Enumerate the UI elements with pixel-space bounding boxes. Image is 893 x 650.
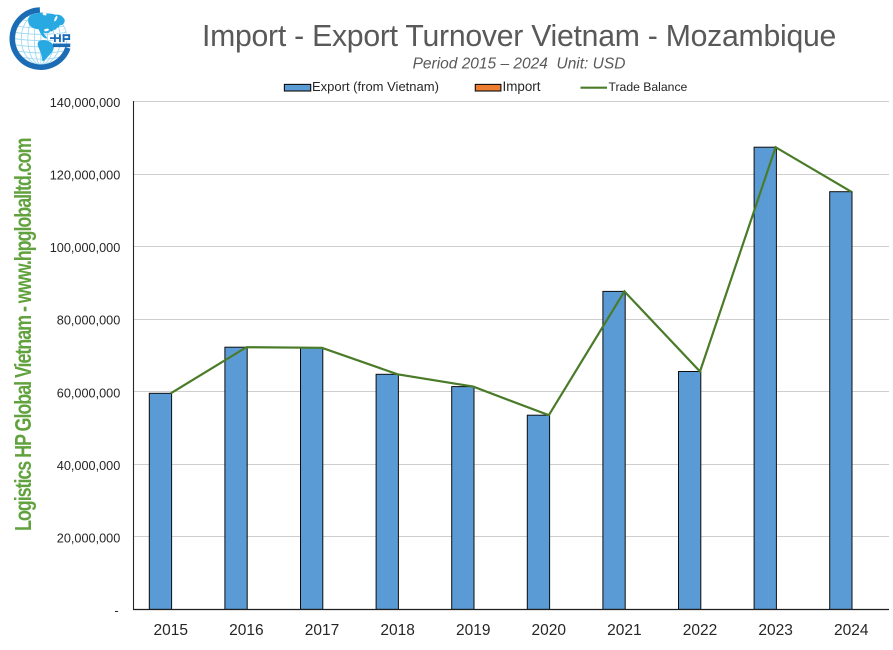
svg-text:40,000,000: 40,000,000 <box>57 459 121 473</box>
svg-text:Export (from Vietnam): Export (from Vietnam) <box>312 79 439 94</box>
svg-text:2021: 2021 <box>607 622 641 639</box>
svg-text:2017: 2017 <box>305 622 339 639</box>
svg-text:2022: 2022 <box>683 622 717 639</box>
svg-text:2016: 2016 <box>229 622 263 639</box>
svg-text:Logistics HP Global Vietnam -: Logistics HP Global Vietnam - www.hpglob… <box>11 138 37 531</box>
svg-text:2023: 2023 <box>758 622 792 639</box>
svg-text:Import: Import <box>503 79 541 94</box>
svg-text:80,000,000: 80,000,000 <box>57 314 121 328</box>
svg-text:100,000,000: 100,000,000 <box>50 241 121 255</box>
svg-text:140,000,000: 140,000,000 <box>50 96 121 110</box>
svg-text:2020: 2020 <box>532 622 567 639</box>
svg-text:20,000,000: 20,000,000 <box>57 531 121 545</box>
svg-text:Period 2015 – 2024 Unit: USD: Period 2015 – 2024 Unit: USD <box>413 55 626 72</box>
svg-text:2018: 2018 <box>380 622 414 639</box>
svg-text:2019: 2019 <box>456 622 490 639</box>
svg-text:120,000,000: 120,000,000 <box>50 169 121 183</box>
svg-text:2015: 2015 <box>154 622 188 639</box>
svg-text:Trade Balance: Trade Balance <box>609 80 688 94</box>
svg-text:2024: 2024 <box>834 622 869 639</box>
svg-text:Import - Export Turnover Vietn: Import - Export Turnover Vietnam - Mozam… <box>202 20 836 53</box>
svg-text:60,000,000: 60,000,000 <box>57 386 121 400</box>
svg-text:-: - <box>114 604 118 618</box>
